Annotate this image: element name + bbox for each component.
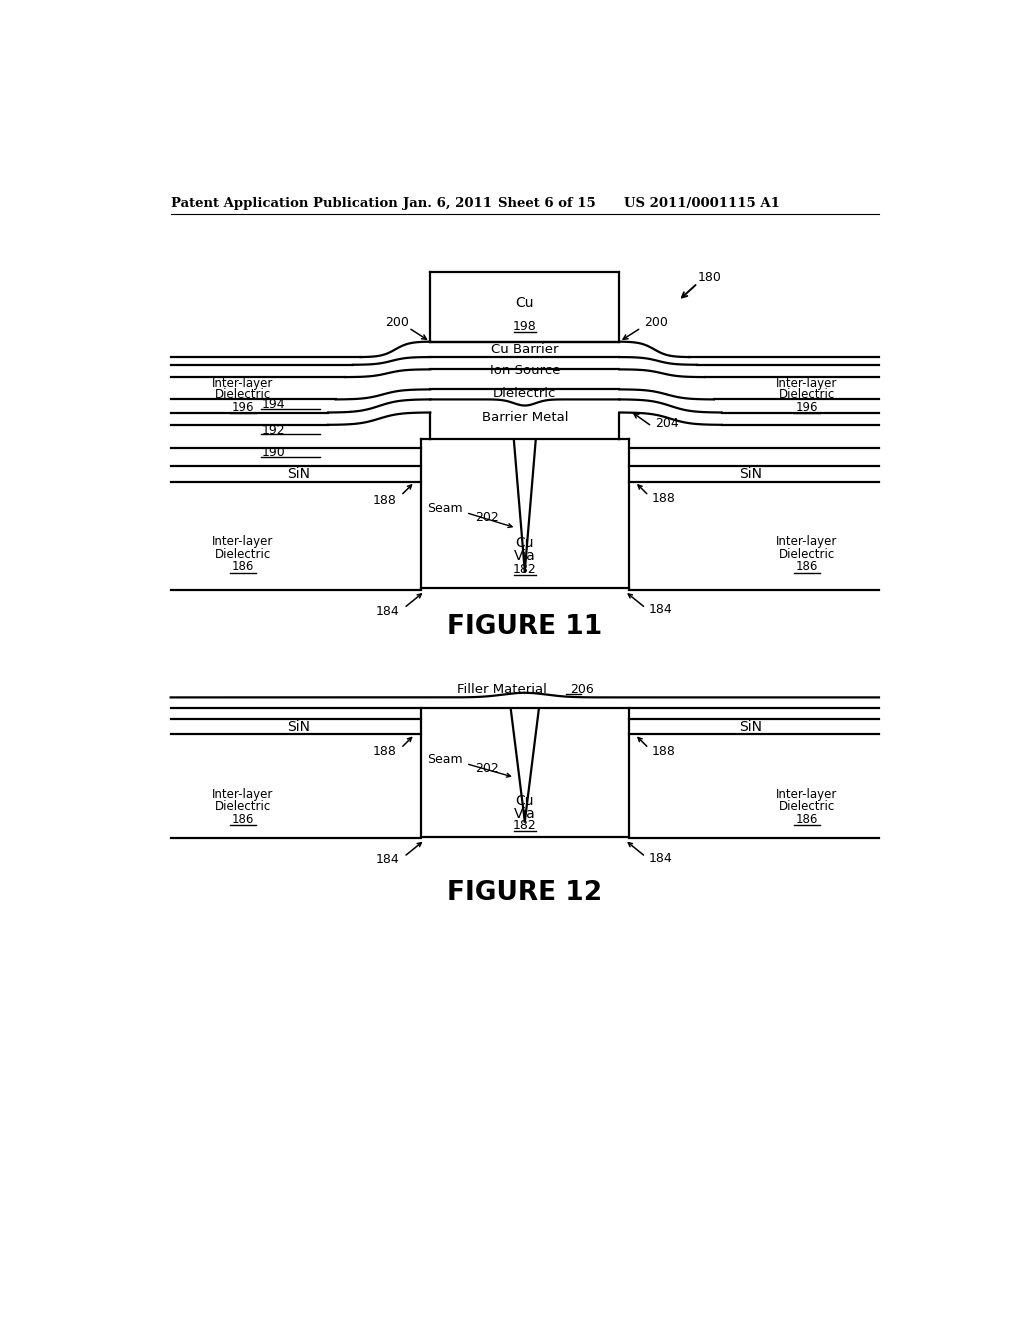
Text: Filler Material: Filler Material <box>457 684 547 696</box>
Text: 182: 182 <box>513 818 537 832</box>
Text: Dielectric: Dielectric <box>779 800 835 813</box>
Text: Inter-layer: Inter-layer <box>212 536 273 548</box>
Text: 184: 184 <box>649 851 673 865</box>
Text: Dielectric: Dielectric <box>494 387 556 400</box>
Text: 184: 184 <box>376 853 399 866</box>
Text: 186: 186 <box>231 813 254 825</box>
Text: 190: 190 <box>261 446 285 459</box>
Text: SiN: SiN <box>739 467 763 480</box>
Text: Cu Barrier: Cu Barrier <box>492 343 558 356</box>
Text: 192: 192 <box>261 424 285 437</box>
Text: US 2011/0001115 A1: US 2011/0001115 A1 <box>624 197 780 210</box>
Text: Seam: Seam <box>427 754 463 767</box>
Text: 186: 186 <box>796 813 818 825</box>
Text: FIGURE 12: FIGURE 12 <box>447 880 602 906</box>
Text: 184: 184 <box>376 605 399 618</box>
Text: Barrier Metal: Barrier Metal <box>481 412 568 425</box>
Text: Inter-layer: Inter-layer <box>776 376 838 389</box>
Text: 196: 196 <box>231 400 254 413</box>
Text: Jan. 6, 2011: Jan. 6, 2011 <box>403 197 493 210</box>
Text: Inter-layer: Inter-layer <box>212 788 273 801</box>
Text: 200: 200 <box>385 315 410 329</box>
Text: Dielectric: Dielectric <box>779 548 835 561</box>
Text: Inter-layer: Inter-layer <box>212 376 273 389</box>
Text: 186: 186 <box>231 560 254 573</box>
Text: 194: 194 <box>261 399 285 412</box>
Text: 188: 188 <box>652 744 676 758</box>
Text: Seam: Seam <box>427 502 463 515</box>
Text: Dielectric: Dielectric <box>215 800 270 813</box>
Text: Inter-layer: Inter-layer <box>776 536 838 548</box>
Text: 196: 196 <box>796 400 818 413</box>
Text: SiN: SiN <box>287 719 310 734</box>
Text: 204: 204 <box>655 417 679 430</box>
Text: Cu: Cu <box>515 296 535 310</box>
Text: 206: 206 <box>569 684 594 696</box>
Text: Inter-layer: Inter-layer <box>776 788 838 801</box>
Text: FIGURE 11: FIGURE 11 <box>447 614 602 640</box>
Text: 186: 186 <box>796 560 818 573</box>
Text: Dielectric: Dielectric <box>215 548 270 561</box>
Text: 200: 200 <box>644 315 668 329</box>
Text: 188: 188 <box>373 744 396 758</box>
Text: 202: 202 <box>475 762 499 775</box>
Text: 182: 182 <box>513 564 537 576</box>
Text: 180: 180 <box>697 271 722 284</box>
Text: Sheet 6 of 15: Sheet 6 of 15 <box>499 197 596 210</box>
Text: 184: 184 <box>649 603 673 616</box>
Text: Ion Source: Ion Source <box>489 364 560 378</box>
Text: Dielectric: Dielectric <box>779 388 835 401</box>
Text: Patent Application Publication: Patent Application Publication <box>171 197 397 210</box>
Text: Via: Via <box>514 549 536 564</box>
Text: SiN: SiN <box>287 467 310 480</box>
Text: 202: 202 <box>475 511 499 524</box>
Text: Cu: Cu <box>515 793 535 808</box>
Text: 188: 188 <box>373 494 396 507</box>
Text: 188: 188 <box>652 492 676 506</box>
Text: Via: Via <box>514 807 536 821</box>
Text: Cu: Cu <box>515 536 535 550</box>
Text: 198: 198 <box>513 319 537 333</box>
Text: Dielectric: Dielectric <box>215 388 270 401</box>
Text: SiN: SiN <box>739 719 763 734</box>
